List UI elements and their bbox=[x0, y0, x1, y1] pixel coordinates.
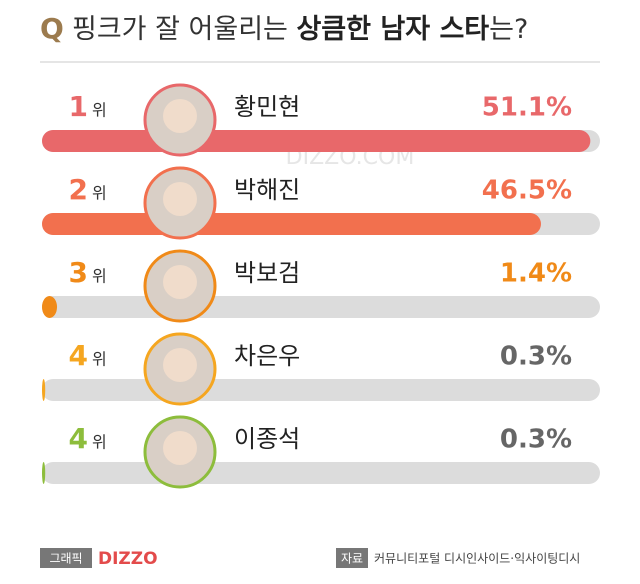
rank: 1 bbox=[69, 90, 88, 123]
title-q: Q bbox=[40, 12, 64, 45]
bar-track bbox=[42, 379, 600, 401]
rank: 2 bbox=[69, 173, 88, 206]
source-label-box bbox=[336, 548, 368, 568]
rank: 4 bbox=[69, 339, 88, 372]
graphic-brand: DIZZO bbox=[98, 549, 158, 569]
avatar-face bbox=[163, 265, 197, 299]
bar bbox=[42, 462, 46, 484]
bar bbox=[42, 130, 591, 152]
source-label: 자료 bbox=[341, 552, 363, 566]
value-label: 1.4% bbox=[500, 259, 572, 289]
rank: 3 bbox=[69, 256, 88, 289]
avatar-face bbox=[163, 99, 197, 133]
bar bbox=[42, 379, 46, 401]
rank-suffix: 위 bbox=[92, 101, 107, 120]
chart-title: 핑크가 잘 어울리는 상큼한 남자 스타는? bbox=[72, 14, 528, 45]
value-label: 51.1% bbox=[482, 93, 572, 123]
value-label: 0.3% bbox=[500, 425, 572, 455]
graphic-label-box bbox=[40, 548, 92, 568]
title-part: 핑크가 잘 어울리는 bbox=[72, 14, 296, 45]
rank-suffix: 위 bbox=[92, 433, 107, 452]
name: 황민현 bbox=[234, 93, 300, 121]
avatar-face bbox=[163, 348, 197, 382]
rank-suffix: 위 bbox=[92, 350, 107, 369]
rank-suffix: 위 bbox=[92, 267, 107, 286]
source: 커뮤니티포털 디시인사이드·익사이팅디시 bbox=[374, 552, 580, 566]
name: 차은우 bbox=[234, 342, 300, 370]
name: 이종석 bbox=[234, 425, 300, 453]
title-part: 상큼한 남자 스타 bbox=[296, 14, 489, 45]
bar bbox=[42, 296, 58, 318]
bar-track bbox=[42, 462, 600, 484]
value-label: 0.3% bbox=[500, 342, 572, 372]
avatar-face bbox=[163, 431, 197, 465]
name: 박보검 bbox=[234, 259, 300, 287]
value-label: 46.5% bbox=[482, 176, 572, 206]
rank-suffix: 위 bbox=[92, 184, 107, 203]
name: 박해진 bbox=[234, 176, 300, 204]
graphic-label: 그래픽 bbox=[49, 552, 82, 566]
rank: 4 bbox=[69, 422, 88, 455]
title-part: 는? bbox=[489, 14, 528, 45]
bar bbox=[42, 213, 541, 235]
avatar-face bbox=[163, 182, 197, 216]
bar-track bbox=[42, 296, 600, 318]
